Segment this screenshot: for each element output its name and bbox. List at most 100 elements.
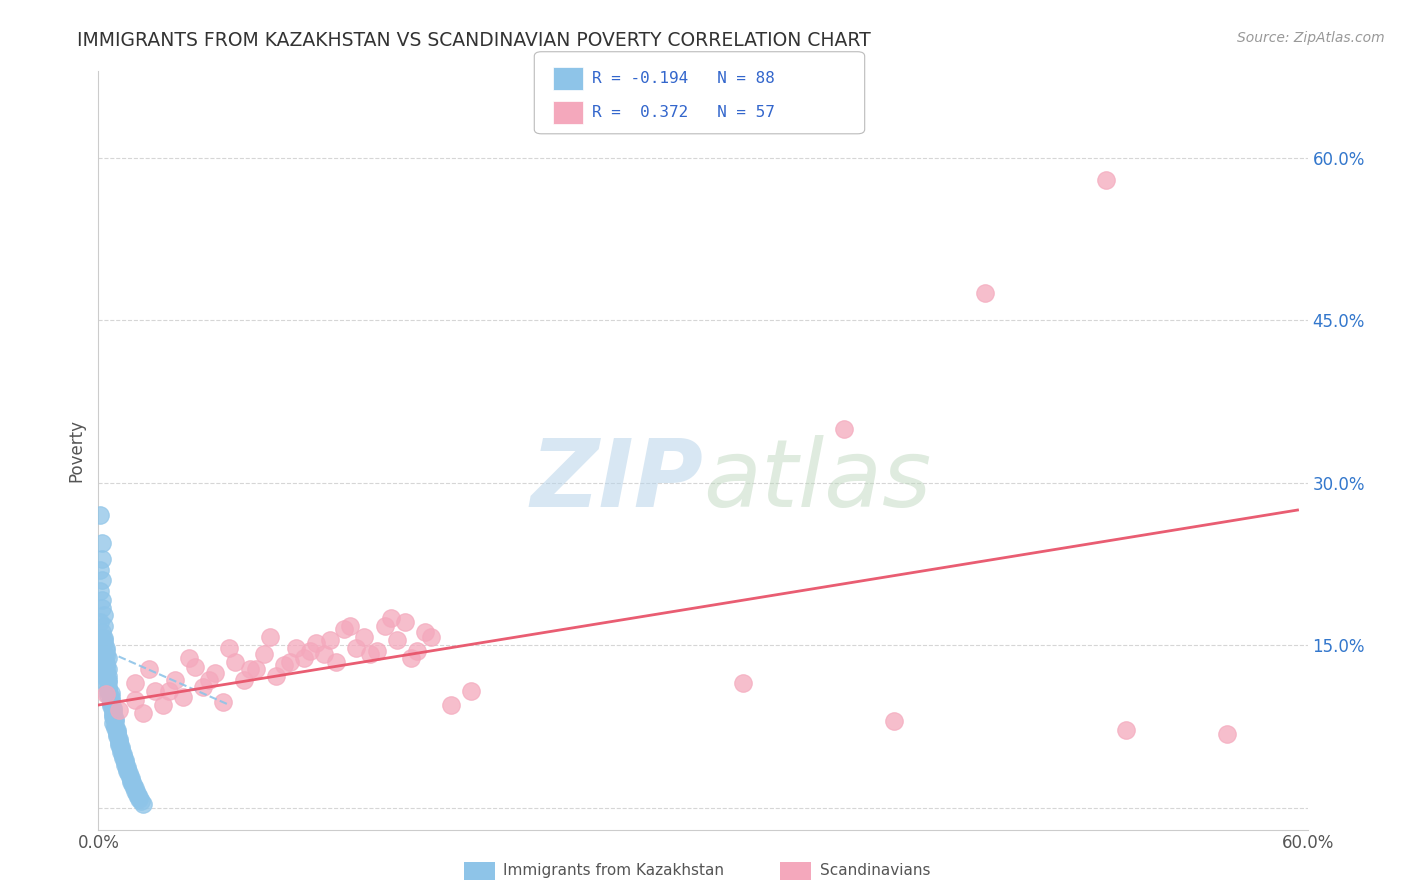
Point (883, 714, 905, 729)
Point (253, 647, 276, 661)
Point (101, 710, 124, 724)
Point (97, 681, 120, 696)
Point (97, 684, 120, 698)
Point (385, 633, 408, 648)
Point (110, 742, 132, 756)
Point (111, 747, 134, 761)
Point (101, 706, 124, 720)
Point (120, 775, 142, 789)
Point (115, 764, 138, 778)
Point (245, 662, 267, 676)
Y-axis label: Poverty: Poverty (67, 419, 86, 482)
Point (110, 745, 132, 759)
Point (103, 712, 125, 726)
Point (96, 677, 118, 691)
Point (100, 690, 122, 705)
Point (96, 687, 118, 701)
Point (129, 794, 152, 808)
Point (89, 615, 111, 629)
Point (319, 633, 342, 648)
Point (339, 619, 361, 633)
Point (278, 655, 301, 669)
Point (101, 716, 124, 731)
Point (97, 651, 120, 665)
Point (224, 655, 246, 669)
Point (832, 422, 855, 436)
Point (399, 651, 422, 665)
Text: R = -0.194   N = 88: R = -0.194 N = 88 (592, 71, 775, 87)
Point (101, 707, 124, 722)
Point (107, 733, 129, 747)
Point (96, 666, 118, 681)
Point (413, 625, 436, 640)
Point (105, 727, 128, 741)
Point (96, 660, 118, 674)
Point (100, 697, 122, 711)
Point (172, 690, 194, 705)
Point (124, 676, 146, 690)
Point (105, 723, 128, 737)
Point (103, 721, 125, 735)
Point (96, 657, 118, 672)
Point (114, 753, 136, 767)
Point (101, 703, 124, 717)
Point (91, 535, 114, 549)
Point (93, 652, 115, 666)
Point (305, 636, 328, 650)
Point (107, 736, 129, 750)
Text: atlas: atlas (703, 435, 931, 526)
Point (284, 640, 307, 655)
Point (1095, 172, 1118, 186)
Point (97, 662, 120, 676)
Point (100, 692, 122, 706)
Point (193, 680, 215, 694)
Point (212, 695, 235, 709)
Point (96, 640, 118, 655)
Point (125, 786, 148, 800)
Point (204, 665, 226, 680)
Point (91, 640, 114, 655)
Point (1216, 727, 1239, 741)
Point (460, 684, 482, 698)
Text: Scandinavians: Scandinavians (820, 863, 931, 878)
Point (115, 762, 138, 776)
Point (163, 673, 186, 687)
Point (974, 286, 997, 301)
Point (325, 655, 347, 669)
Point (128, 790, 150, 805)
Point (440, 698, 463, 712)
Point (97, 680, 120, 694)
Point (96, 656, 118, 670)
Point (93, 633, 115, 648)
Point (91, 551, 114, 566)
Point (138, 662, 160, 676)
Point (101, 701, 124, 715)
Point (118, 768, 141, 782)
Point (91, 574, 114, 588)
Point (97, 669, 120, 683)
Point (114, 757, 136, 772)
Point (273, 657, 295, 672)
Point (96, 671, 118, 685)
Point (132, 706, 155, 720)
Point (93, 636, 115, 650)
Point (125, 788, 148, 802)
Point (97, 673, 120, 687)
Point (105, 730, 128, 744)
Point (91, 625, 114, 640)
Point (420, 630, 443, 644)
Point (218, 640, 240, 655)
Point (264, 669, 287, 683)
Point (299, 644, 322, 658)
Point (120, 772, 142, 787)
Point (115, 760, 138, 774)
Point (110, 740, 132, 755)
Point (157, 684, 180, 698)
Point (143, 684, 166, 698)
Point (314, 647, 336, 661)
Point (89, 563, 111, 577)
Point (107, 703, 129, 717)
Point (91, 593, 114, 607)
Point (100, 695, 122, 709)
Point (198, 673, 221, 687)
